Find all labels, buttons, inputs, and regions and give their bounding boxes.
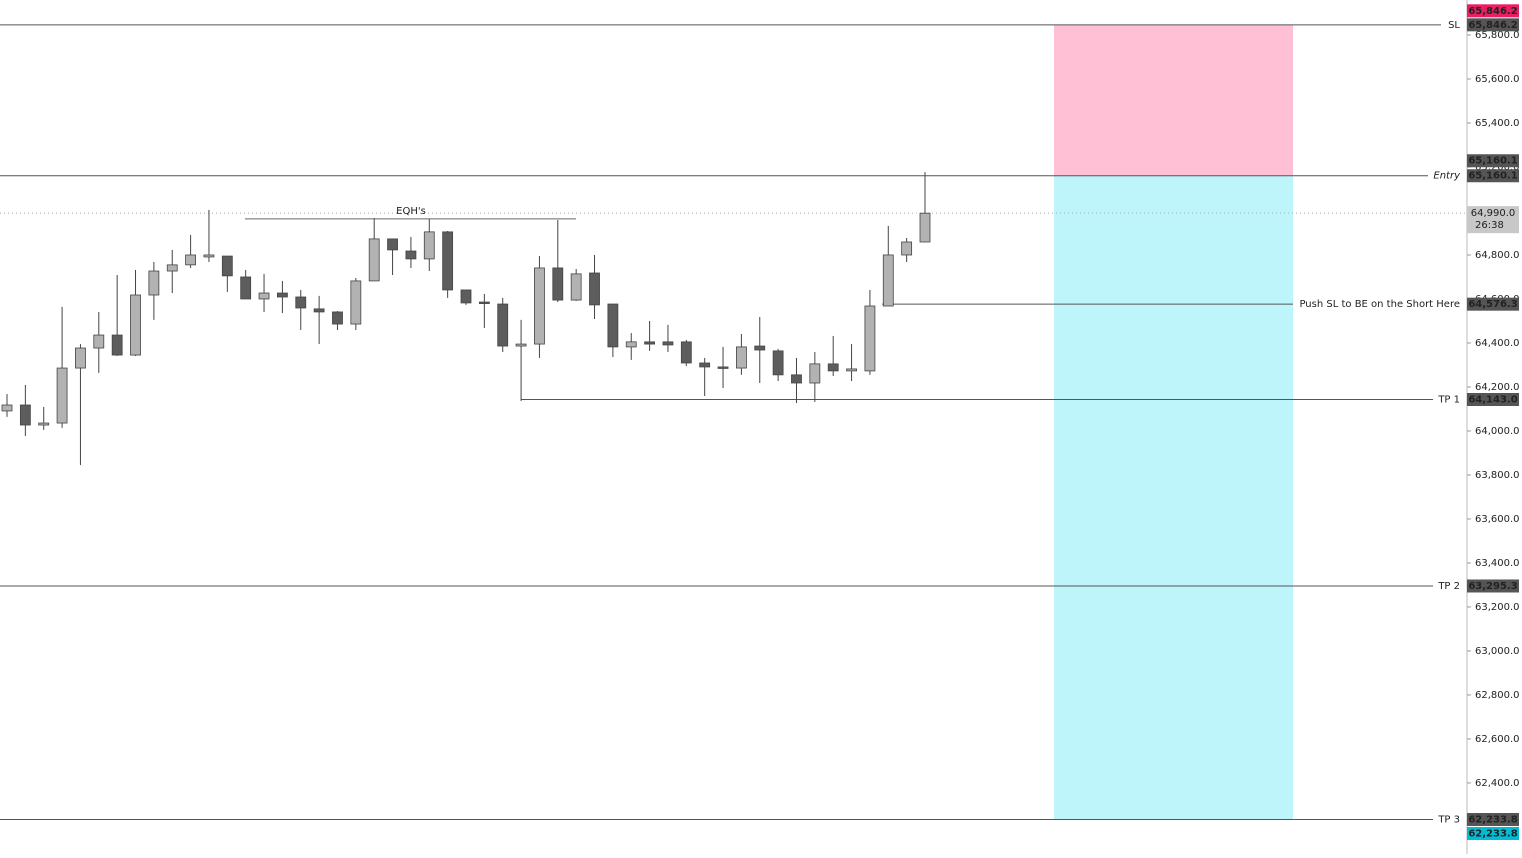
candle-body <box>148 270 160 296</box>
candle-body <box>405 250 417 260</box>
candle-body <box>166 264 178 272</box>
candle-body <box>717 366 729 369</box>
candle-body <box>387 238 398 251</box>
candle-body <box>203 254 215 258</box>
level-price-box-extra <box>1467 154 1519 168</box>
y-tick-label: 64,200.0 <box>1475 382 1520 393</box>
candle-body <box>919 212 931 243</box>
level-price-box-extra-text: 65,160.1 <box>1468 156 1517 167</box>
candle-body <box>699 362 711 368</box>
candle-body <box>185 254 197 266</box>
candle-body <box>864 305 876 372</box>
level-price-box-extra-text: 65,846.2 <box>1468 6 1517 17</box>
level-price-box-text: 65,160.1 <box>1468 171 1517 182</box>
y-tick-label: 63,600.0 <box>1475 514 1520 525</box>
level-price-box <box>1467 393 1519 407</box>
candle-body <box>754 345 766 351</box>
candle-body <box>111 334 123 356</box>
level-price-box <box>1467 813 1519 827</box>
y-tick-label: 65,200.0 <box>1475 162 1520 173</box>
current-price-box <box>1467 206 1519 234</box>
candle-body <box>221 255 233 277</box>
level-price-box-text: 64,576.3 <box>1468 299 1517 310</box>
y-tick-label: 63,000.0 <box>1475 646 1520 657</box>
candle-body <box>827 363 839 372</box>
level-price-box-extra <box>1467 4 1519 18</box>
candle-body <box>313 308 325 313</box>
stop-zone <box>1054 24 1293 176</box>
candle-body <box>772 350 784 376</box>
candle-body <box>276 292 288 298</box>
candle-body <box>644 341 655 345</box>
y-tick-label: 62,600.0 <box>1475 734 1520 745</box>
candle-body <box>442 231 454 291</box>
candle-body <box>56 367 68 424</box>
candle-body <box>846 368 857 372</box>
level-price-box-text: 62,233.8 <box>1468 815 1517 826</box>
candle-body <box>736 346 747 369</box>
level-label: TP 3 <box>1437 815 1460 826</box>
level-price-box-extra-text: 62,233.8 <box>1468 829 1517 840</box>
level-price-box-text: 65,846.2 <box>1468 20 1517 31</box>
candle-body <box>368 238 380 282</box>
candle-body <box>809 363 821 384</box>
candle-body <box>662 341 674 346</box>
y-tick-label: 64,800.0 <box>1475 250 1520 261</box>
y-tick-label: 65,400.0 <box>1475 118 1520 129</box>
candle-body <box>680 341 692 364</box>
candle-body <box>19 404 31 426</box>
candle-body <box>130 294 141 356</box>
candle-body <box>478 301 490 304</box>
candle-body <box>75 347 86 369</box>
y-tick-label: 65,800.0 <box>1475 30 1520 41</box>
candle-body <box>423 231 435 260</box>
candle-body <box>332 311 343 325</box>
level-price-box <box>1467 169 1519 183</box>
candle-body <box>460 289 472 304</box>
candle-body <box>497 303 509 347</box>
level-label: Entry <box>1433 171 1461 182</box>
candle-body <box>901 241 913 256</box>
level-label: TP 1 <box>1437 395 1460 406</box>
candle-body <box>625 341 637 348</box>
candle-body <box>515 343 527 347</box>
candle-body <box>258 292 270 300</box>
level-price-box-text: 63,295.3 <box>1468 581 1517 592</box>
annotation-label: EQH's <box>396 206 426 217</box>
candle-body <box>791 374 802 384</box>
y-tick-label: 65,600.0 <box>1475 74 1520 85</box>
current-price-text: 64,990.0 <box>1471 208 1516 219</box>
candle-body <box>1 404 13 412</box>
level-label: Push SL to BE on the Short Here <box>1299 299 1460 310</box>
level-price-box-extra <box>1467 827 1519 841</box>
candle-body <box>607 303 619 348</box>
y-tick-label: 64,400.0 <box>1475 338 1520 349</box>
candle-body <box>534 267 545 345</box>
target-zone <box>1054 175 1293 820</box>
countdown-text: 26:38 <box>1475 220 1504 231</box>
level-price-box-text: 64,143.0 <box>1468 395 1517 406</box>
candle-body <box>38 422 50 426</box>
y-tick-label: 63,800.0 <box>1475 470 1520 481</box>
level-label: TP 2 <box>1437 581 1460 592</box>
candle-body <box>93 334 105 349</box>
y-tick-label: 62,400.0 <box>1475 778 1520 789</box>
candle-body <box>350 280 362 325</box>
level-price-box <box>1467 18 1519 32</box>
candle-body <box>295 296 307 309</box>
candle-body <box>589 272 600 306</box>
level-price-box <box>1467 297 1519 311</box>
y-tick-label: 63,200.0 <box>1475 602 1520 613</box>
level-label: SL <box>1448 20 1460 31</box>
candle-body <box>570 273 582 301</box>
candle-body <box>882 254 894 307</box>
candle-body <box>240 276 252 300</box>
y-tick-label: 62,800.0 <box>1475 690 1520 701</box>
level-price-box <box>1467 579 1519 593</box>
y-tick-label: 64,000.0 <box>1475 426 1520 437</box>
candle-body <box>552 267 564 301</box>
y-tick-label: 63,400.0 <box>1475 558 1520 569</box>
